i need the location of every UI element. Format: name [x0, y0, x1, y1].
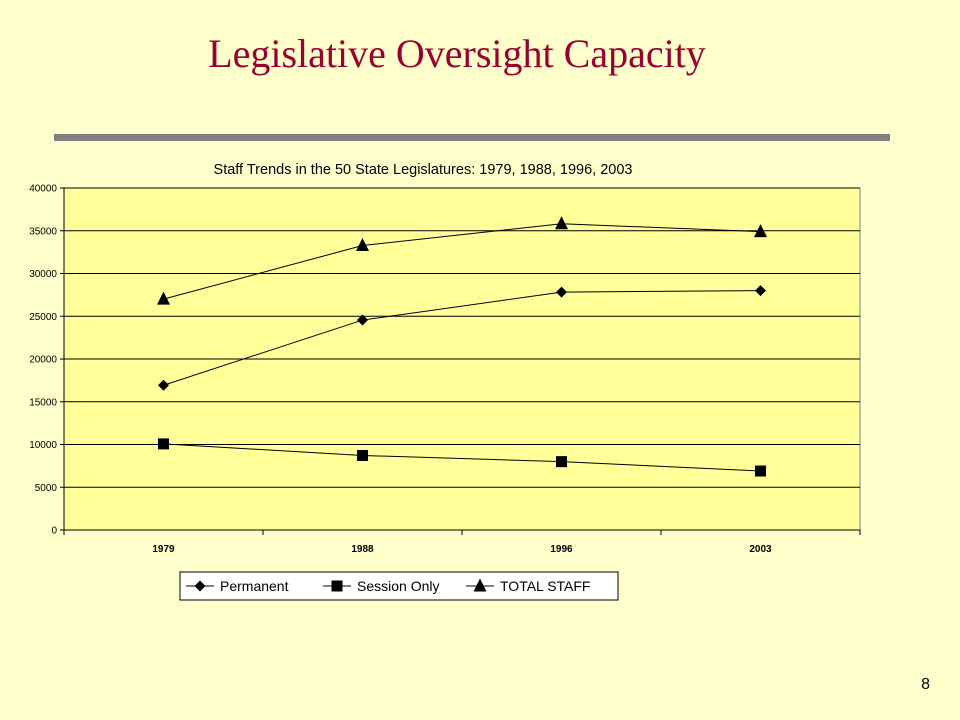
legend-marker-permanent: [194, 580, 206, 592]
legend-marker-total-staff: [473, 578, 487, 592]
staff-trends-chart: Staff Trends in the 50 State Legislature…: [29, 162, 861, 601]
x-tick-label: 1988: [351, 544, 374, 555]
data-point-session-only: [158, 438, 169, 450]
y-tick-label: 35000: [29, 226, 57, 237]
data-point-session-only: [357, 449, 368, 461]
y-tick-label: 10000: [29, 440, 57, 451]
title-divider: [54, 134, 890, 141]
data-point-total-staff: [356, 238, 369, 252]
y-tick-label: 5000: [35, 483, 58, 494]
y-tick-label: 40000: [29, 184, 57, 195]
data-point-permanent: [556, 286, 567, 298]
legend-label-total-staff: TOTAL STAFF: [500, 578, 591, 594]
data-point-permanent: [357, 314, 368, 326]
series-line-permanent: [163, 290, 761, 386]
y-tick-label: 25000: [29, 312, 57, 323]
chart-title: Staff Trends in the 50 State Legislature…: [214, 162, 633, 178]
slide-title: Legislative Oversight Capacity: [208, 31, 706, 76]
data-point-total-staff: [555, 216, 568, 230]
series-line-session-only: [163, 443, 761, 472]
x-tick-label: 1996: [550, 544, 573, 555]
x-tick-label: 2003: [749, 544, 772, 555]
y-tick-label: 15000: [29, 397, 57, 408]
legend-marker-session-only: [331, 580, 343, 592]
y-tick-label: 20000: [29, 355, 57, 366]
data-point-session-only: [556, 456, 567, 468]
y-tick-label: 30000: [29, 269, 57, 280]
data-point-total-staff: [157, 291, 170, 305]
series-line-total-staff: [163, 223, 761, 300]
data-point-permanent: [158, 379, 169, 391]
page-number: 8: [921, 676, 930, 693]
legend-label-session-only: Session Only: [357, 578, 439, 594]
data-point-total-staff: [754, 224, 767, 238]
legend-box: [179, 571, 619, 601]
data-point-session-only: [755, 465, 766, 477]
x-tick-label: 1979: [152, 544, 175, 555]
legend-label-permanent: Permanent: [220, 578, 289, 594]
y-tick-label: 0: [51, 526, 57, 537]
data-point-permanent: [755, 285, 766, 297]
